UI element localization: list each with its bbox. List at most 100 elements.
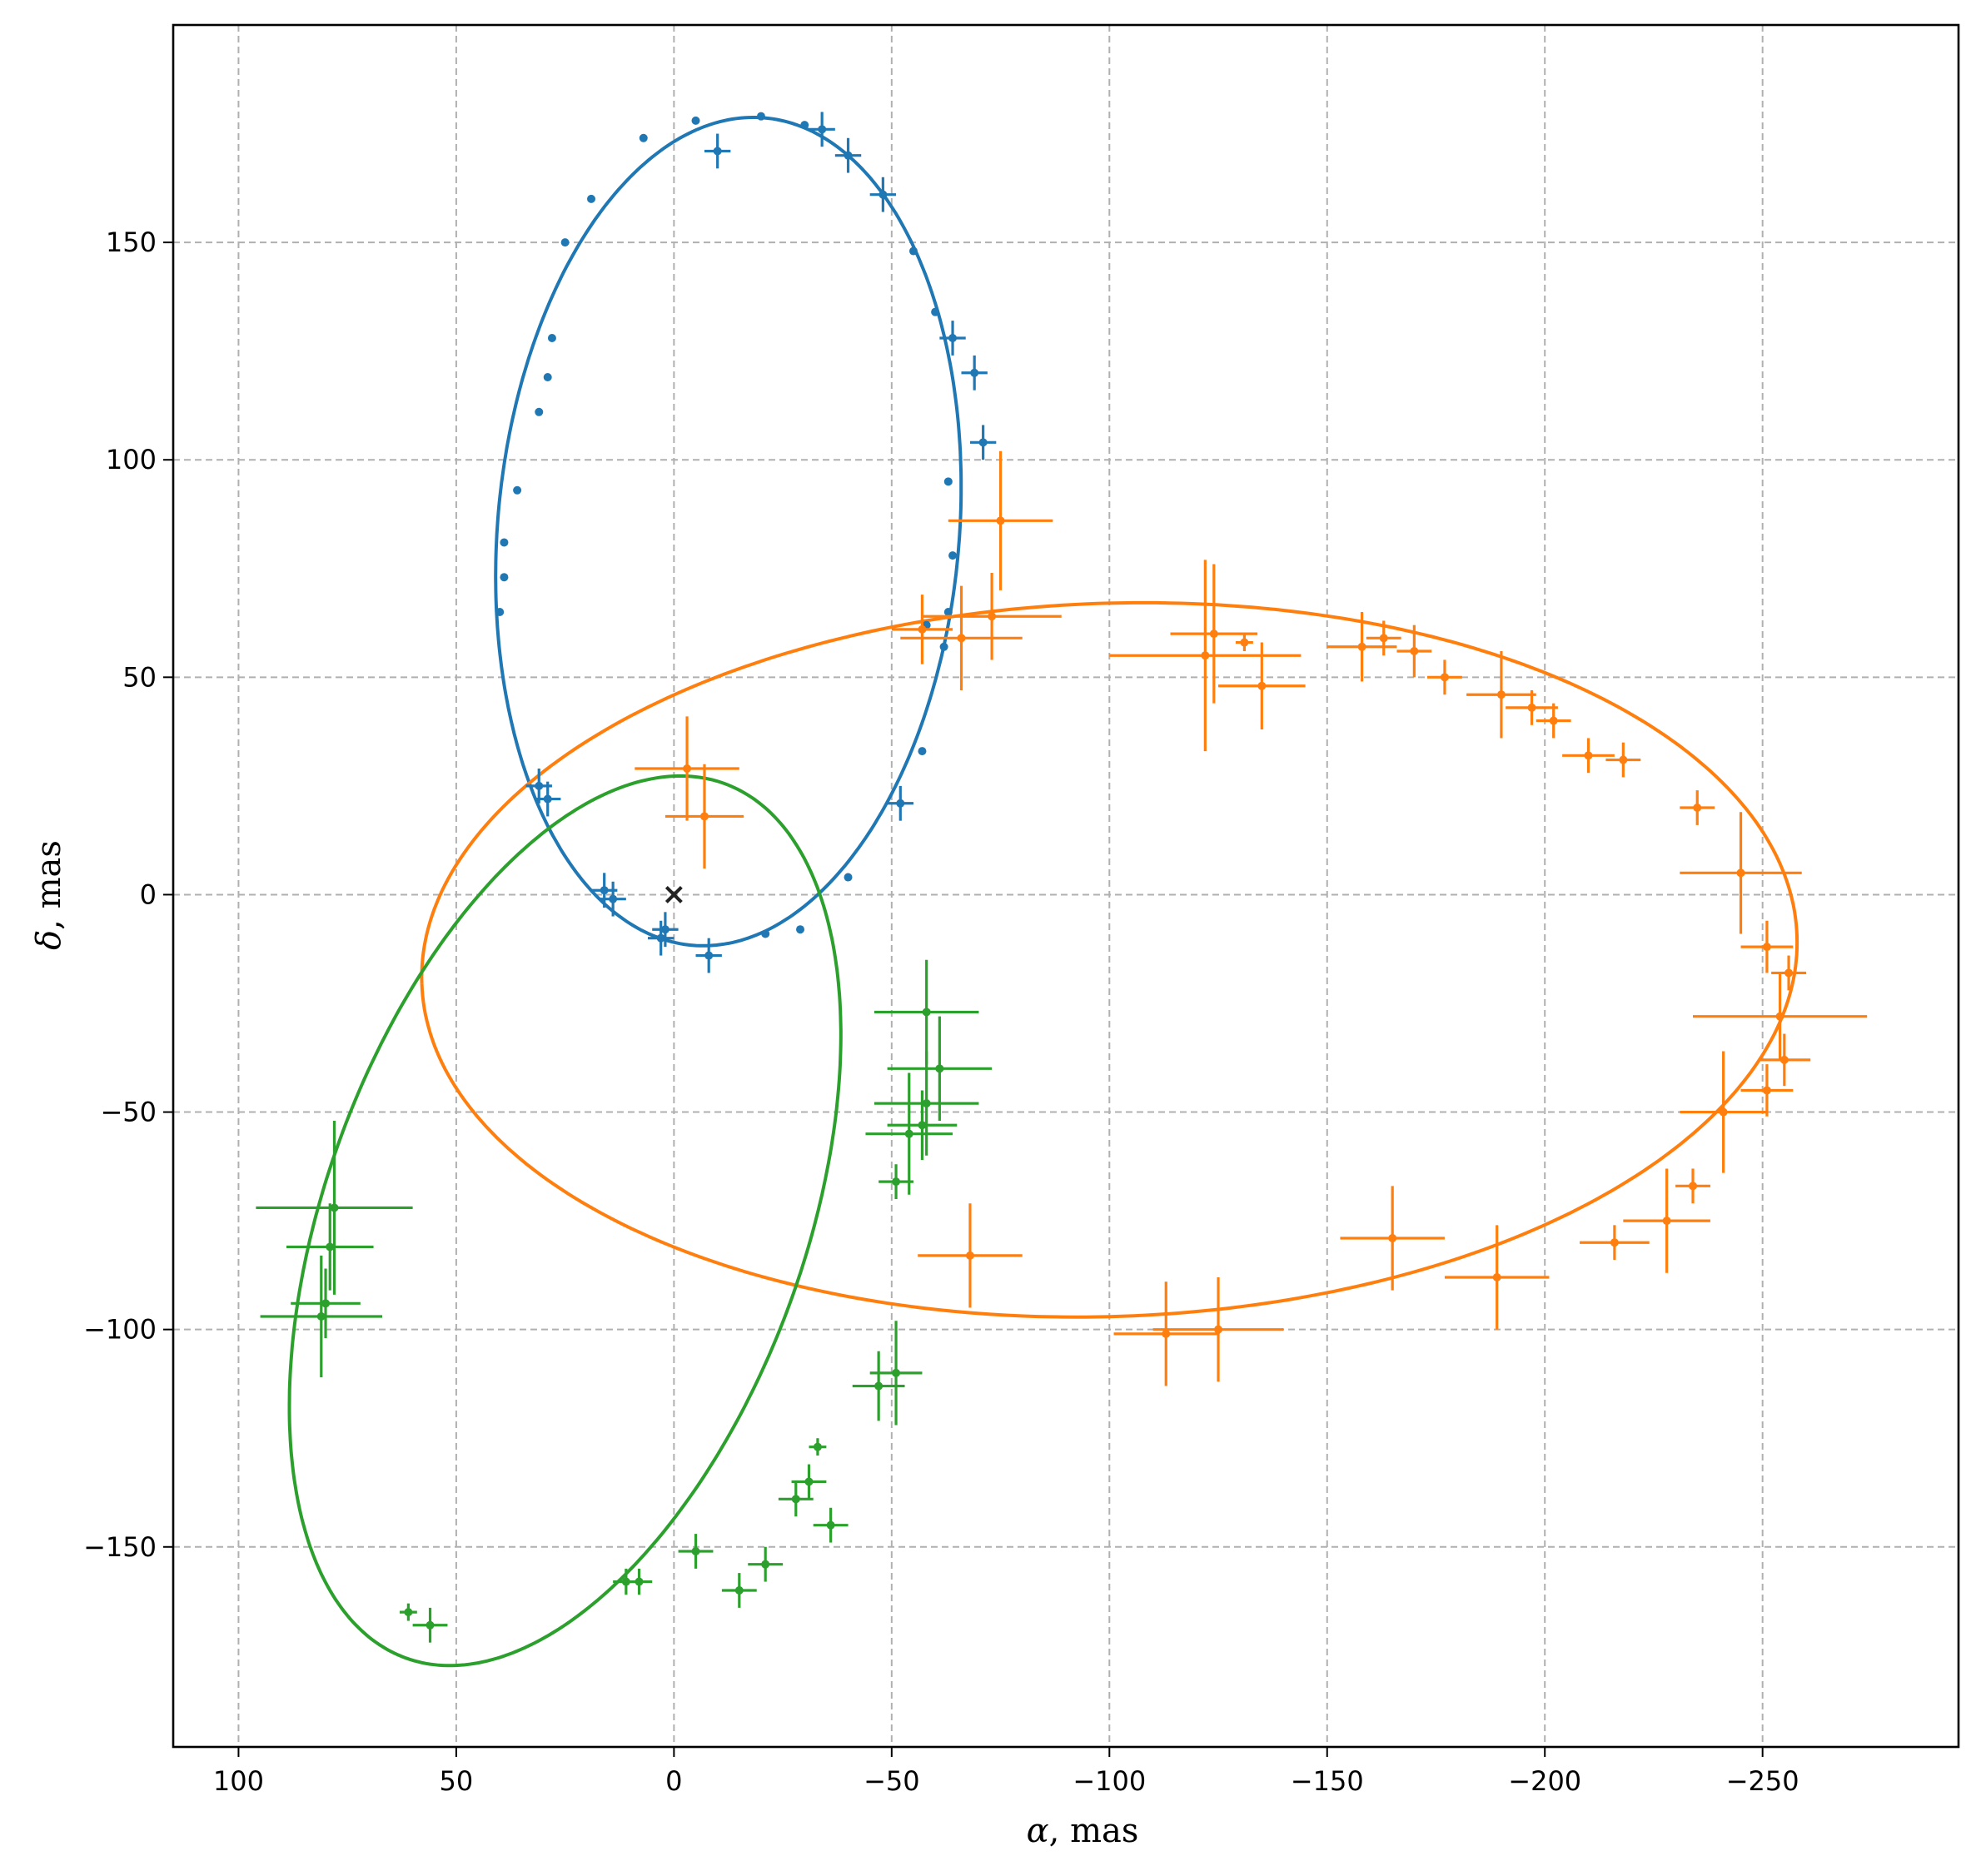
data-point bbox=[286, 1203, 374, 1291]
point-marker bbox=[500, 573, 509, 582]
point-marker bbox=[879, 190, 888, 199]
point-marker bbox=[1357, 642, 1366, 651]
data-point bbox=[695, 938, 722, 973]
data-point bbox=[879, 1164, 913, 1199]
data-point bbox=[1693, 973, 1868, 1060]
data-point bbox=[1427, 659, 1462, 695]
orbit-curve-1 bbox=[494, 116, 963, 948]
data-point bbox=[844, 873, 853, 882]
point-marker bbox=[791, 1495, 800, 1504]
point-marker bbox=[691, 1547, 700, 1555]
data-point bbox=[961, 355, 988, 391]
data-point bbox=[887, 785, 913, 821]
data-point bbox=[1562, 738, 1615, 774]
y-tick-label: −100 bbox=[83, 1314, 157, 1346]
data-point bbox=[547, 334, 556, 342]
point-marker bbox=[330, 1203, 339, 1212]
data-point bbox=[1623, 1168, 1710, 1273]
data-point bbox=[1680, 1051, 1767, 1173]
point-marker bbox=[683, 764, 692, 773]
y-tick-label: 50 bbox=[122, 661, 157, 693]
data-point bbox=[495, 608, 505, 616]
data-point bbox=[535, 407, 544, 416]
point-marker bbox=[587, 194, 596, 203]
y-axis-label: δ, mas bbox=[30, 840, 68, 950]
data-point bbox=[625, 1568, 653, 1595]
point-series-2 bbox=[635, 450, 1868, 1386]
data-point bbox=[948, 450, 1053, 590]
data-point bbox=[399, 1603, 417, 1621]
data-point bbox=[260, 1255, 383, 1378]
point-marker bbox=[543, 373, 552, 381]
point-marker bbox=[935, 1064, 944, 1073]
data-point bbox=[908, 246, 918, 256]
point-marker bbox=[1214, 1325, 1223, 1334]
data-point bbox=[869, 1321, 923, 1426]
point-marker bbox=[560, 238, 570, 247]
data-point bbox=[809, 112, 835, 147]
point-marker bbox=[699, 812, 709, 821]
point-marker bbox=[1440, 673, 1449, 682]
point-marker bbox=[948, 551, 958, 560]
data-point bbox=[1680, 790, 1715, 825]
data-point bbox=[869, 177, 897, 212]
orbit-curves bbox=[287, 116, 1799, 1668]
data-point bbox=[800, 121, 809, 130]
point-marker bbox=[1162, 1329, 1171, 1338]
point-marker bbox=[734, 1586, 744, 1595]
point-marker bbox=[1209, 629, 1218, 639]
data-point bbox=[874, 959, 979, 1065]
point-marker bbox=[316, 1312, 326, 1321]
point-marker bbox=[918, 625, 927, 634]
data-point bbox=[647, 920, 674, 956]
data-point bbox=[291, 1268, 361, 1339]
point-marker bbox=[761, 929, 770, 938]
y-tick-label: 0 bbox=[140, 878, 157, 910]
point-marker bbox=[1379, 634, 1388, 643]
x-axis-ticks: 100 50 0 −50 −100 −150 −200 −250 bbox=[213, 1747, 1799, 1797]
data-point bbox=[1235, 634, 1253, 651]
data-point bbox=[691, 116, 700, 125]
point-marker bbox=[804, 1477, 814, 1486]
data-point bbox=[1580, 1225, 1650, 1261]
point-series-1 bbox=[495, 112, 997, 973]
center-marker-stroke bbox=[664, 886, 683, 903]
data-point bbox=[900, 585, 1023, 690]
x-tick-label: −200 bbox=[1508, 1765, 1581, 1797]
point-marker bbox=[500, 538, 509, 547]
data-point bbox=[500, 573, 509, 582]
point-marker bbox=[996, 516, 1005, 525]
y-tick-label: −150 bbox=[83, 1531, 157, 1563]
data-point bbox=[969, 425, 997, 460]
data-point bbox=[939, 642, 948, 651]
data-point bbox=[1218, 642, 1306, 729]
data-point bbox=[1152, 1277, 1284, 1382]
data-point bbox=[652, 912, 679, 948]
point-marker bbox=[704, 951, 714, 960]
data-point bbox=[1396, 625, 1432, 678]
point-marker bbox=[535, 781, 544, 790]
data-point bbox=[543, 373, 552, 381]
data-point bbox=[1758, 1033, 1811, 1087]
point-marker bbox=[609, 894, 618, 903]
data-point bbox=[922, 573, 1062, 660]
point-marker bbox=[639, 133, 648, 142]
point-marker bbox=[965, 1251, 974, 1260]
point-marker bbox=[918, 747, 927, 756]
point-marker bbox=[844, 873, 853, 882]
point-marker bbox=[1492, 1273, 1501, 1281]
data-point bbox=[1340, 1186, 1445, 1291]
center-marker bbox=[664, 886, 683, 903]
y-tick-label: 100 bbox=[106, 444, 157, 475]
point-marker bbox=[818, 125, 827, 134]
point-marker bbox=[800, 121, 809, 130]
data-point bbox=[256, 1121, 413, 1295]
data-point bbox=[761, 929, 770, 938]
data-point bbox=[1326, 612, 1397, 682]
data-point bbox=[1366, 620, 1401, 656]
point-marker bbox=[635, 1577, 644, 1586]
point-marker bbox=[547, 334, 556, 342]
data-point bbox=[535, 781, 561, 817]
data-point bbox=[778, 1481, 814, 1517]
y-tick-label: 150 bbox=[106, 226, 157, 258]
